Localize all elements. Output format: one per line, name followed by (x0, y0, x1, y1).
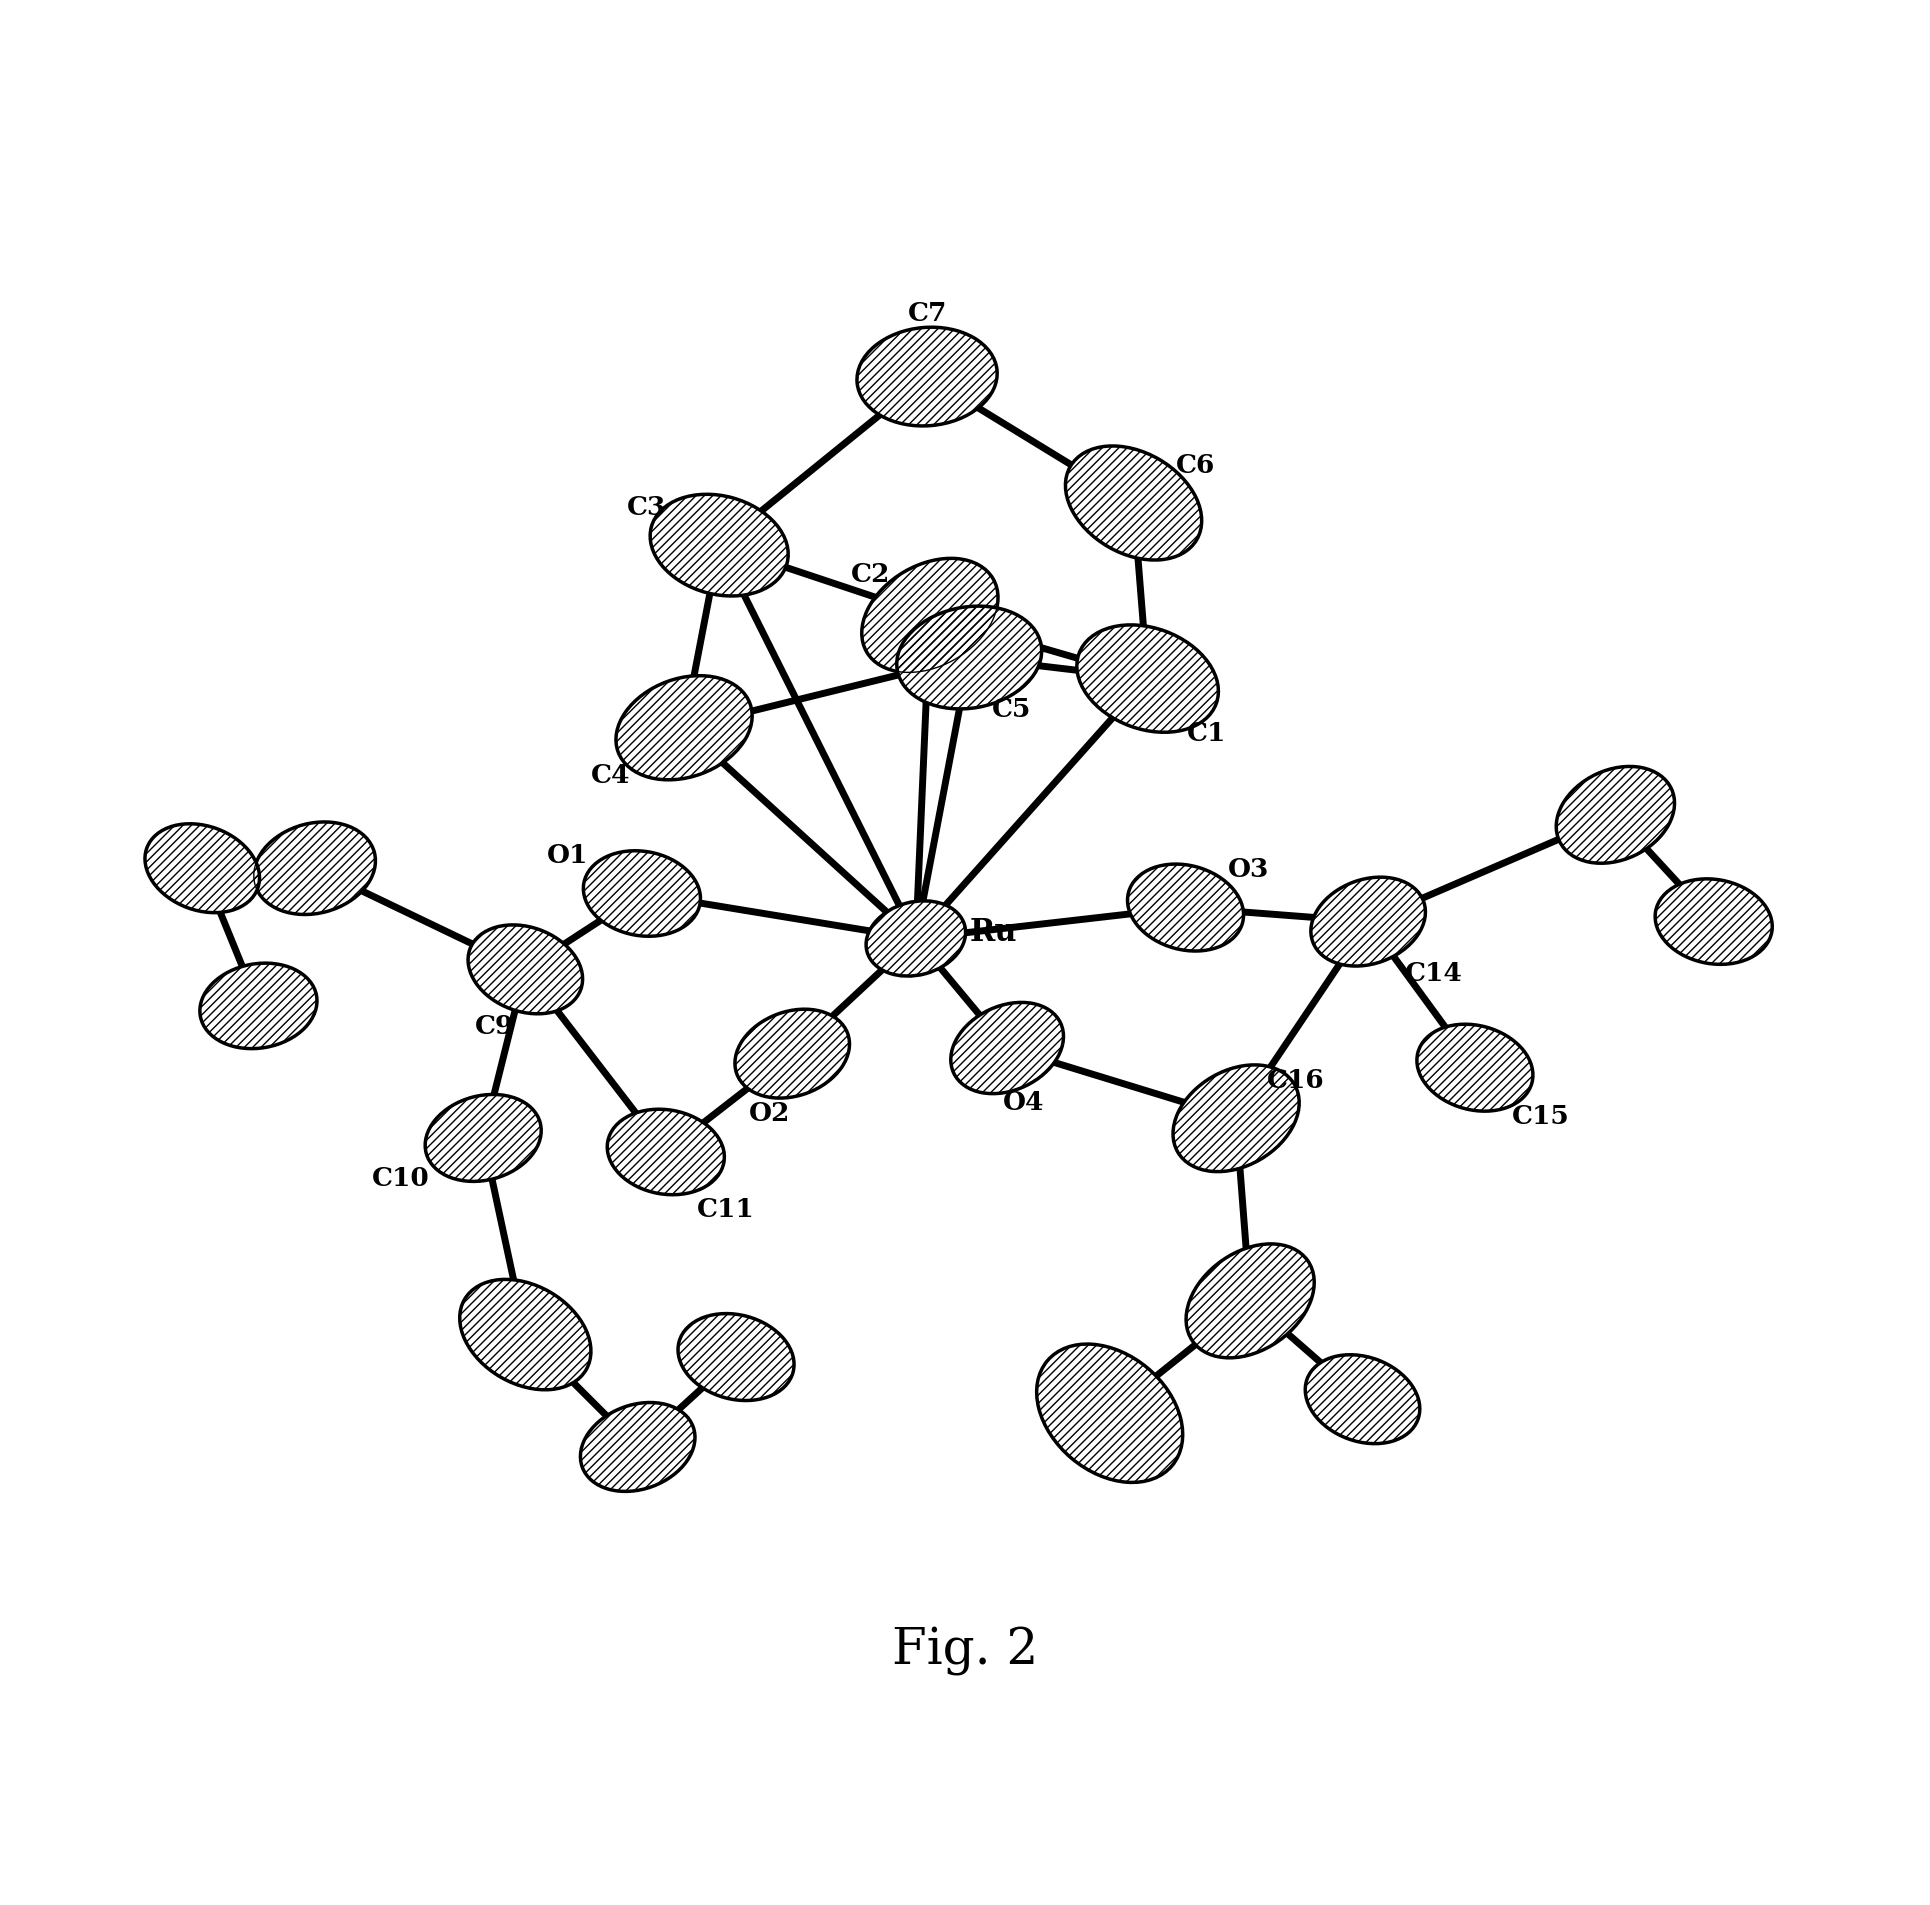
Ellipse shape (1417, 1025, 1532, 1111)
Text: C9: C9 (475, 1013, 513, 1040)
Ellipse shape (459, 1280, 591, 1391)
Text: Fig. 2: Fig. 2 (892, 1627, 1038, 1676)
Text: C14: C14 (1405, 960, 1463, 987)
Text: O2: O2 (749, 1101, 791, 1126)
Ellipse shape (1077, 625, 1218, 732)
Ellipse shape (1036, 1345, 1183, 1482)
Ellipse shape (863, 558, 998, 672)
Ellipse shape (1127, 865, 1243, 951)
Ellipse shape (1065, 446, 1202, 560)
Text: C11: C11 (697, 1196, 755, 1221)
Text: C5: C5 (992, 697, 1031, 722)
Text: C2: C2 (851, 562, 890, 587)
Text: C7: C7 (907, 301, 948, 326)
Ellipse shape (425, 1095, 540, 1181)
Text: C6: C6 (1175, 453, 1216, 478)
Ellipse shape (201, 964, 317, 1048)
Text: C16: C16 (1266, 1069, 1324, 1093)
Ellipse shape (469, 926, 583, 1013)
Ellipse shape (1656, 878, 1772, 964)
Ellipse shape (1305, 1354, 1420, 1444)
Text: C3: C3 (627, 495, 666, 520)
Ellipse shape (677, 1314, 793, 1400)
Ellipse shape (1187, 1244, 1314, 1358)
Text: C1: C1 (1187, 720, 1226, 745)
Ellipse shape (581, 1402, 695, 1492)
Ellipse shape (608, 1109, 724, 1194)
Ellipse shape (145, 823, 259, 912)
Text: C4: C4 (591, 762, 631, 789)
Ellipse shape (650, 493, 787, 596)
Ellipse shape (1310, 876, 1426, 966)
Text: O3: O3 (1227, 857, 1270, 882)
Ellipse shape (1173, 1065, 1299, 1172)
Text: C15: C15 (1511, 1105, 1569, 1130)
Text: C10: C10 (372, 1166, 430, 1191)
Ellipse shape (857, 328, 998, 427)
Ellipse shape (255, 821, 376, 914)
Ellipse shape (735, 1010, 849, 1097)
Text: O1: O1 (548, 844, 589, 869)
Ellipse shape (1556, 766, 1675, 863)
Ellipse shape (583, 852, 701, 935)
Text: Ru: Ru (969, 918, 1017, 949)
Ellipse shape (867, 901, 965, 975)
Text: O4: O4 (1004, 1090, 1044, 1114)
Ellipse shape (616, 676, 753, 779)
Ellipse shape (951, 1002, 1063, 1093)
Ellipse shape (897, 606, 1042, 709)
